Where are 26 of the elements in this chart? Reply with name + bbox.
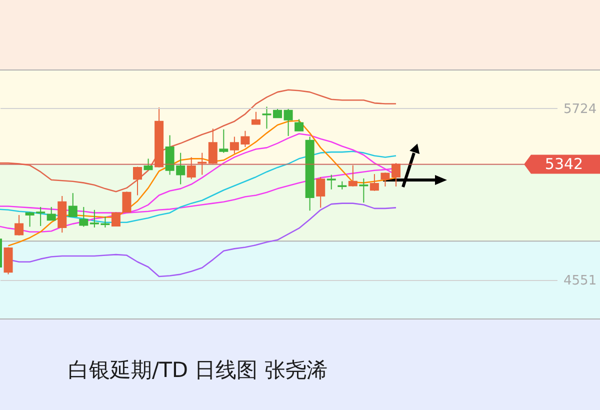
- candlestick: [326, 174, 336, 190]
- candlestick: [14, 214, 24, 236]
- candlestick: [294, 118, 304, 132]
- y-tick-label: 5724: [564, 102, 597, 117]
- candlestick: [219, 128, 228, 154]
- y-tick-label: 4551: [564, 274, 597, 289]
- candlestick: [391, 162, 400, 187]
- candlestick: [79, 206, 88, 228]
- candlestick: [208, 128, 218, 164]
- candlestick: [284, 108, 293, 136]
- candlestick: [251, 111, 260, 125]
- candlestick: [370, 174, 379, 192]
- candlestick: [46, 206, 56, 221]
- candlestick: [186, 156, 196, 180]
- candlestick: [316, 176, 326, 208]
- candlestick: [144, 158, 153, 170]
- candlestick: [198, 152, 207, 176]
- ref-line-label: 5342: [544, 155, 584, 174]
- text: 白银延期/TD 日线图 张尧浠: [68, 358, 328, 382]
- candlestick: [111, 212, 120, 227]
- candlestick: [133, 166, 142, 196]
- candlestick: [348, 164, 358, 187]
- candlestick: [68, 192, 78, 217]
- candlestick: [359, 178, 368, 204]
- candlestick: [122, 191, 132, 213]
- candlestick: [380, 172, 390, 187]
